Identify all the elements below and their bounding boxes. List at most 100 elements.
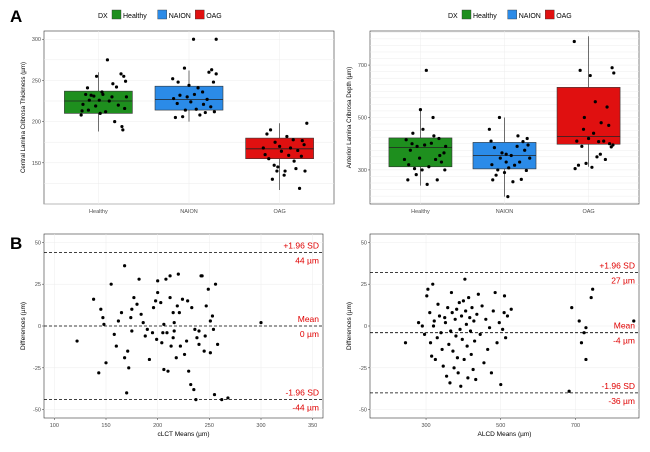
data-point (99, 307, 103, 311)
reference-label: -1.96 SD (285, 388, 319, 398)
data-point (212, 110, 216, 114)
data-point (279, 149, 284, 153)
data-point (581, 127, 586, 131)
data-point (102, 322, 106, 326)
reference-label: +1.96 SD (283, 240, 319, 250)
data-point (287, 153, 291, 157)
data-point (501, 327, 505, 331)
data-point (415, 144, 419, 148)
data-point (478, 332, 482, 336)
data-point (487, 326, 492, 330)
data-point (207, 70, 211, 74)
data-point (464, 309, 468, 313)
data-point (204, 304, 208, 308)
data-point (611, 143, 615, 147)
data-point (504, 160, 508, 164)
legend-title: DX (448, 13, 458, 20)
reference-value-label: 0 µm (300, 329, 319, 339)
data-point (172, 329, 176, 333)
legend-label-healthy: Healthy (473, 13, 497, 20)
data-point (495, 341, 499, 345)
data-point (169, 344, 173, 348)
data-point (272, 163, 276, 167)
data-point (168, 274, 172, 278)
data-point (194, 107, 198, 111)
data-point (412, 167, 417, 171)
data-point (180, 297, 185, 301)
data-point (440, 347, 444, 352)
data-point (446, 306, 450, 310)
data-point (135, 302, 139, 306)
data-point (518, 160, 522, 164)
box-oag (556, 87, 621, 145)
x-tick-label: 700 (571, 423, 580, 429)
data-point (154, 299, 158, 303)
data-point (431, 324, 436, 328)
reference-value-label: 44 µm (295, 255, 319, 265)
data-point (449, 290, 454, 295)
data-point (454, 334, 458, 338)
data-point (120, 124, 124, 129)
y-axis-label: Differences (µm) (346, 302, 353, 350)
data-point (171, 77, 175, 81)
legend-swatch-oag (545, 9, 555, 20)
data-point (504, 336, 508, 340)
data-point (123, 79, 128, 83)
data-point (431, 282, 435, 286)
box-healthy (64, 90, 133, 114)
data-point (491, 178, 495, 182)
data-point (187, 83, 191, 87)
data-point (202, 349, 206, 353)
x-tick-label-healthy: Healthy (89, 209, 108, 215)
data-point (259, 321, 263, 325)
data-point (226, 396, 230, 400)
data-point (444, 374, 449, 378)
reference-value-label: -4 µm (613, 336, 635, 346)
data-point (303, 169, 307, 173)
data-point (407, 163, 411, 167)
data-point (263, 152, 267, 157)
data-point (270, 177, 274, 181)
data-point (519, 177, 523, 181)
data-point (525, 136, 529, 141)
y-tick-label: 0 (38, 324, 41, 330)
data-point (459, 314, 464, 318)
data-point (502, 294, 507, 298)
data-point (463, 277, 467, 281)
data-point (468, 329, 473, 333)
data-point (178, 344, 182, 348)
data-point (455, 356, 460, 360)
data-point (442, 151, 446, 155)
data-point (505, 314, 510, 318)
y-tick-label: 25 (361, 282, 367, 288)
data-point (187, 369, 191, 373)
data-point (211, 327, 216, 331)
legend-label-oag: OAG (206, 13, 222, 20)
reference-value-label: -44 µm (292, 403, 319, 413)
data-point (486, 347, 490, 352)
data-point (177, 311, 181, 315)
data-point (424, 68, 428, 72)
data-point (584, 161, 588, 165)
data-point (506, 195, 510, 199)
data-point (283, 169, 287, 173)
data-point (122, 74, 126, 78)
data-point (572, 39, 576, 44)
data-point (605, 105, 609, 109)
y-tick-label: 700 (358, 63, 367, 69)
data-point (500, 151, 504, 155)
data-point (75, 339, 79, 343)
data-point (464, 322, 468, 326)
data-point (432, 134, 436, 138)
data-point (100, 90, 104, 94)
data-point (526, 143, 530, 147)
data-point (406, 178, 410, 182)
data-point (104, 361, 108, 365)
data-point (498, 156, 502, 160)
y-tick-label: 0 (364, 324, 367, 330)
data-point (285, 134, 289, 139)
reference-value-label: 27 µm (611, 275, 635, 285)
data-point (497, 321, 501, 325)
bland-altman-panel-3: 300 500 700 -50 -25 0 25 50 ALCD Means (µm) Diffe… (346, 233, 640, 438)
data-point (97, 371, 101, 375)
